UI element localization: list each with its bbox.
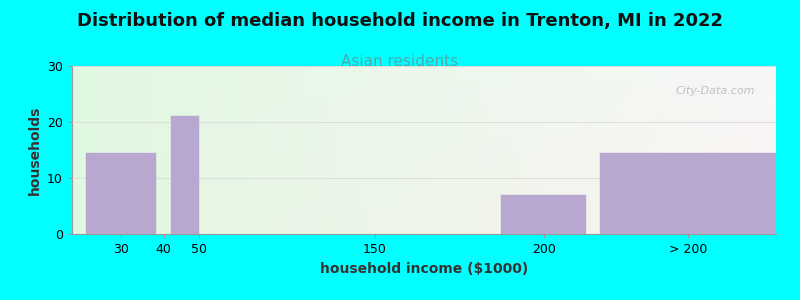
Bar — [502, 195, 586, 234]
Bar — [86, 153, 157, 234]
Bar — [170, 116, 198, 234]
Text: Asian residents: Asian residents — [342, 54, 458, 69]
Bar — [600, 153, 776, 234]
Text: City-Data.com: City-Data.com — [675, 86, 755, 96]
X-axis label: household income ($1000): household income ($1000) — [320, 262, 528, 276]
Text: Distribution of median household income in Trenton, MI in 2022: Distribution of median household income … — [77, 12, 723, 30]
Y-axis label: households: households — [27, 105, 42, 195]
